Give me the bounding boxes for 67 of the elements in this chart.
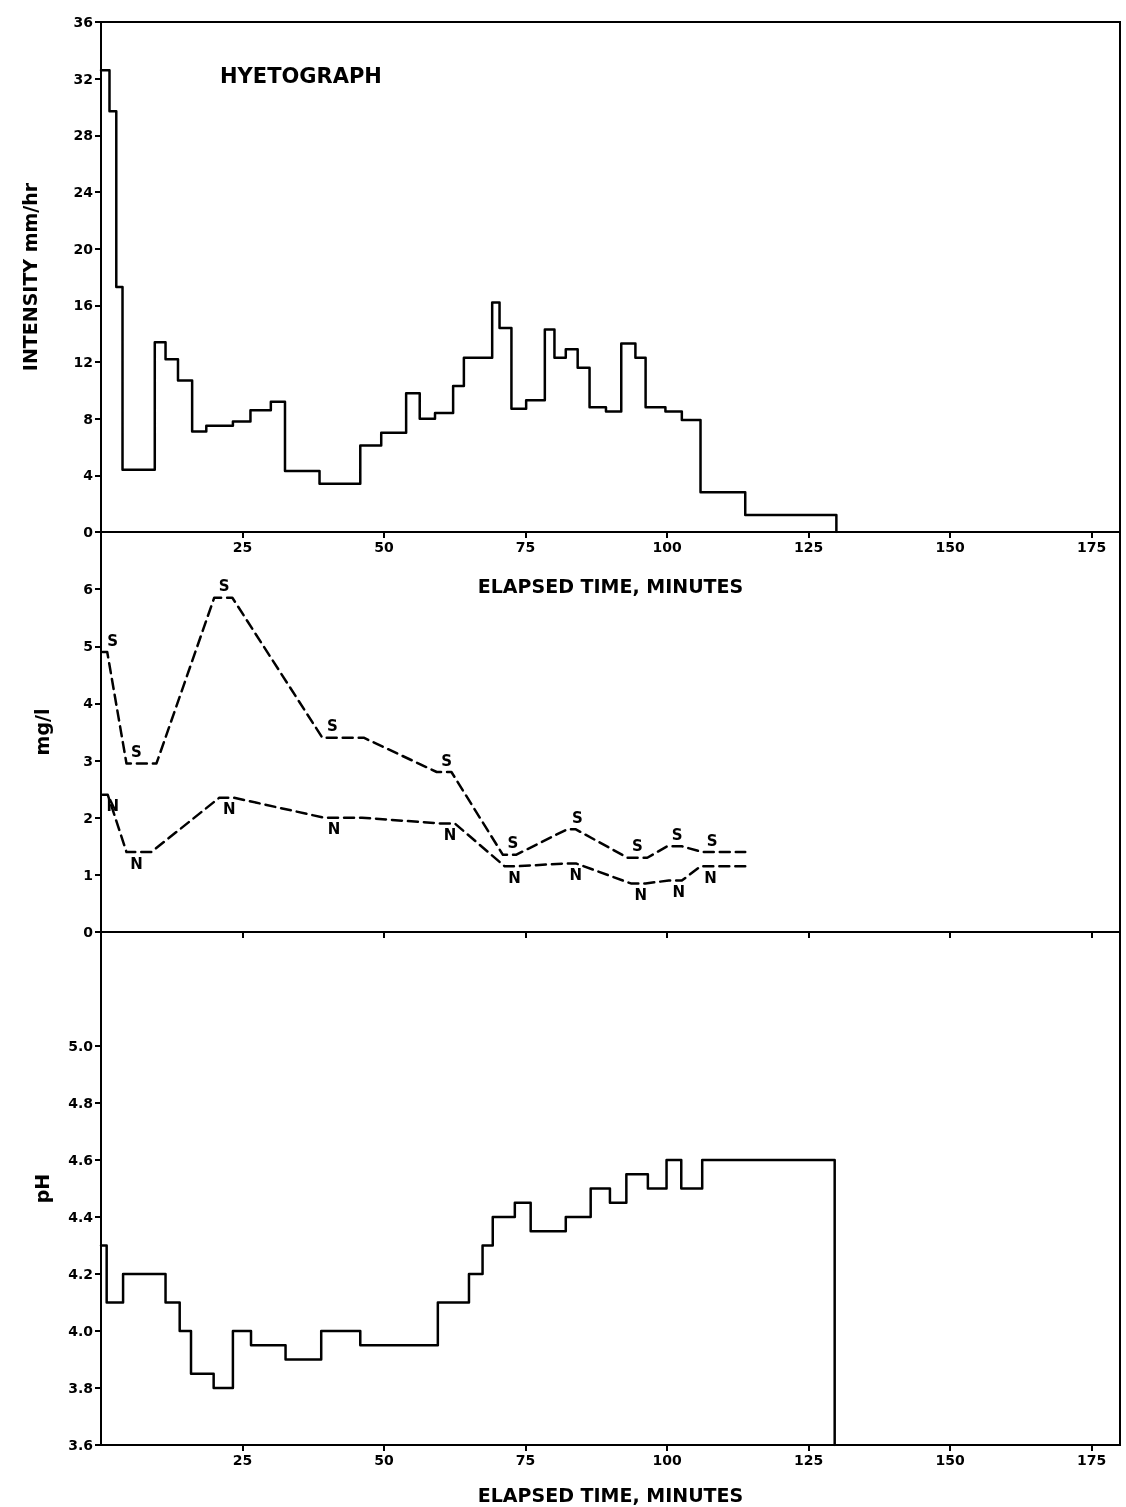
data-label: N [569, 865, 583, 884]
y-tick-label: 3.8 [68, 1380, 93, 1396]
y-tick-label: 1 [83, 866, 93, 883]
data-label: S [441, 751, 453, 770]
y-tick-label: 4.4 [68, 1209, 94, 1225]
data-label: N [704, 868, 717, 887]
y-tick-label: 12 [73, 354, 93, 370]
y-tick-label: 36 [73, 14, 93, 30]
y-tick-label: 5.0 [68, 1038, 94, 1054]
data-label: S [706, 831, 718, 850]
y-tick-label: 20 [73, 240, 94, 257]
x-axis-title: ELAPSED TIME, MINUTES [477, 574, 744, 597]
x-tick-label: 75 [515, 1452, 536, 1468]
y-tick-label: 0 [83, 924, 94, 940]
y-tick-label: 5 [83, 638, 93, 655]
data-label: S [671, 825, 683, 844]
x-tick-label: 25 [232, 539, 253, 555]
y-tick-label: 4.2 [68, 1266, 93, 1282]
x-tick-label: 75 [515, 539, 536, 555]
x-tick-label: 50 [374, 539, 395, 555]
data-label: N [672, 883, 686, 902]
y-tick-label: 28 [73, 127, 93, 144]
x-tick-label: 175 [1077, 1452, 1107, 1468]
y-axis-title: pH [30, 1173, 53, 1204]
data-label: N [106, 797, 119, 816]
line-series [101, 793, 747, 885]
data-label: N [130, 854, 143, 873]
x-tick-label: 175 [1077, 539, 1107, 555]
y-tick-label: 3.6 [68, 1437, 93, 1453]
line-series [101, 596, 747, 859]
data-label: N [223, 800, 236, 819]
y-tick-label: 4.0 [68, 1323, 94, 1339]
x-tick-label: 100 [652, 539, 682, 555]
data-label: N [327, 820, 341, 839]
data-label: S [107, 631, 119, 650]
y-tick-label: 16 [73, 297, 93, 314]
data-label: S [507, 834, 519, 853]
data-label: S [632, 837, 643, 856]
y-tick-label: 4 [83, 467, 94, 484]
y-tick-label: 6 [83, 581, 93, 598]
x-tick-label: 125 [794, 539, 824, 555]
y-tick-label: 24 [73, 184, 94, 200]
x-axis-title: ELAPSED TIME, MINUTES [477, 1483, 744, 1506]
y-tick-label: 4.8 [68, 1095, 93, 1111]
data-label: S [131, 742, 142, 761]
x-tick-label: 25 [232, 1452, 253, 1468]
y-tick-label: 3 [83, 752, 93, 769]
y-tick-label: 4.6 [68, 1152, 93, 1168]
y-tick-label: 2 [83, 809, 93, 826]
data-label: S [572, 808, 583, 827]
x-tick-label: 50 [374, 1452, 395, 1468]
y-tick-label: 4 [83, 695, 94, 712]
data-label: N [443, 825, 457, 844]
y-tick-label: 8 [83, 410, 93, 427]
x-tick-label: 100 [652, 1452, 682, 1468]
x-tick-label: 150 [935, 539, 966, 555]
data-label: S [326, 717, 338, 736]
data-label: N [508, 868, 521, 887]
data-label: S [218, 577, 230, 596]
y-tick-label: 32 [73, 70, 93, 87]
y-axis-title: INTENSITY mm/hr [18, 182, 41, 372]
y-tick-label: 0 [83, 524, 94, 540]
text: HYETOGRAPH [220, 63, 382, 88]
data-label: N [634, 885, 648, 904]
x-tick-label: 125 [794, 1452, 824, 1468]
x-tick-label: 150 [935, 1452, 966, 1468]
y-axis-title: mg/l [30, 708, 53, 756]
